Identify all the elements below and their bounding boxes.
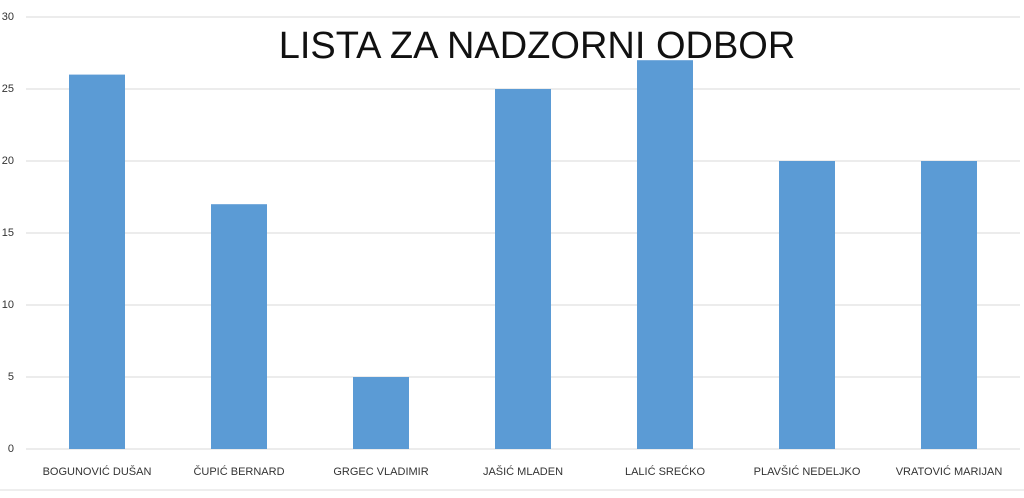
x-tick-label: JAŠIĆ MLADEN — [483, 465, 563, 478]
y-tick-label: 10 — [2, 299, 14, 311]
y-tick-label: 15 — [2, 227, 14, 239]
y-tick-label: 20 — [2, 155, 14, 167]
bar — [637, 60, 693, 449]
bar — [495, 89, 551, 449]
x-tick-label: LALIĆ SREĆKO — [625, 465, 706, 478]
x-tick-label: ČUPIĆ BERNARD — [193, 465, 284, 478]
bar — [353, 377, 409, 449]
y-tick-label: 0 — [8, 443, 14, 455]
y-tick-label: 30 — [2, 11, 14, 23]
bar — [69, 74, 125, 449]
x-tick-label: PLAVŠIĆ NEDELJKO — [754, 465, 861, 478]
y-tick-label: 5 — [8, 371, 14, 383]
bar — [211, 204, 267, 449]
x-tick-label: BOGUNOVIĆ DUŠAN — [43, 465, 152, 478]
bar — [779, 161, 835, 449]
x-tick-label: VRATOVIĆ MARIJAN — [896, 465, 1003, 478]
x-tick-label: GRGEC VLADIMIR — [333, 466, 428, 478]
y-tick-label: 25 — [2, 83, 14, 95]
chart-title: LISTA ZA NADZORNI ODBOR — [279, 25, 796, 67]
bar — [921, 161, 977, 449]
